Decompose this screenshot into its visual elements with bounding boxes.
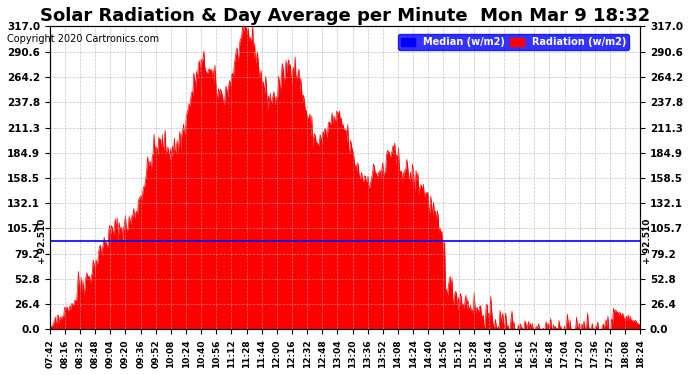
Text: + 92.510: + 92.510 [643, 218, 652, 264]
Text: + 92.510: + 92.510 [38, 218, 47, 264]
Legend: Median (w/m2), Radiation (w/m2): Median (w/m2), Radiation (w/m2) [397, 34, 629, 50]
Text: Copyright 2020 Cartronics.com: Copyright 2020 Cartronics.com [7, 34, 159, 44]
Title: Solar Radiation & Day Average per Minute  Mon Mar 9 18:32: Solar Radiation & Day Average per Minute… [40, 7, 650, 25]
